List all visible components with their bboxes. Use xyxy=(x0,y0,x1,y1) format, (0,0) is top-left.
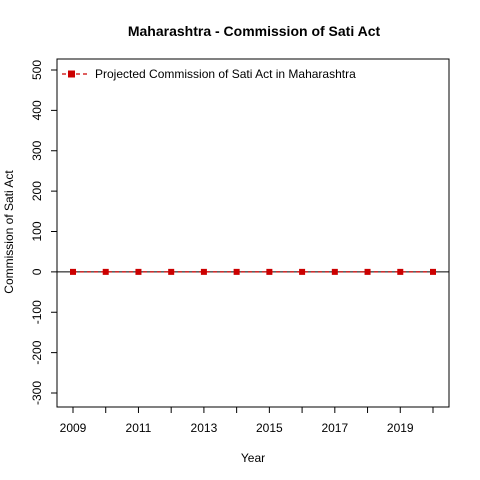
x-axis-label: Year xyxy=(241,451,265,465)
data-point xyxy=(299,268,306,275)
chart-title: Maharashtra - Commission of Sati Act xyxy=(128,23,381,39)
data-point xyxy=(430,268,436,275)
plot-frame xyxy=(56,58,450,408)
y-tick-label: 300 xyxy=(30,140,44,160)
data-point xyxy=(168,268,175,275)
data-point xyxy=(331,268,338,275)
y-tick-label: 200 xyxy=(30,181,44,201)
y-tick-label: 500 xyxy=(30,60,44,80)
data-point xyxy=(200,268,207,275)
data-point xyxy=(102,268,109,275)
legend-marker xyxy=(68,70,75,78)
x-tick-label: 2017 xyxy=(321,421,348,435)
x-tick-label: 2019 xyxy=(387,421,414,435)
y-axis: -300 -200 -100 0 100 200 300 400 500 xyxy=(30,60,57,405)
x-tick-label: 2015 xyxy=(256,421,283,435)
y-axis-label: Commission of Sati Act xyxy=(2,170,16,294)
data-point xyxy=(135,268,142,275)
x-tick-label: 2009 xyxy=(60,421,87,435)
y-tick-label: -200 xyxy=(30,340,44,364)
y-tick-label: 100 xyxy=(30,221,44,241)
legend: Projected Commission of Sati Act in Maha… xyxy=(62,67,356,81)
y-tick-label: -100 xyxy=(30,300,44,324)
data-point xyxy=(266,268,273,275)
data-point xyxy=(70,268,76,275)
series-layer xyxy=(70,268,436,275)
x-tick-label: 2013 xyxy=(191,421,218,435)
x-axis: 2009 2011 2013 2015 2017 2019 xyxy=(60,407,434,435)
y-tick-label: 0 xyxy=(30,268,44,275)
legend-label: Projected Commission of Sati Act in Maha… xyxy=(95,67,356,81)
y-tick-label: 400 xyxy=(30,100,44,120)
y-tick-label: -300 xyxy=(30,381,44,405)
data-point xyxy=(397,268,404,275)
x-tick-label: 2011 xyxy=(126,421,152,435)
data-point xyxy=(233,268,240,275)
data-point xyxy=(364,268,371,275)
